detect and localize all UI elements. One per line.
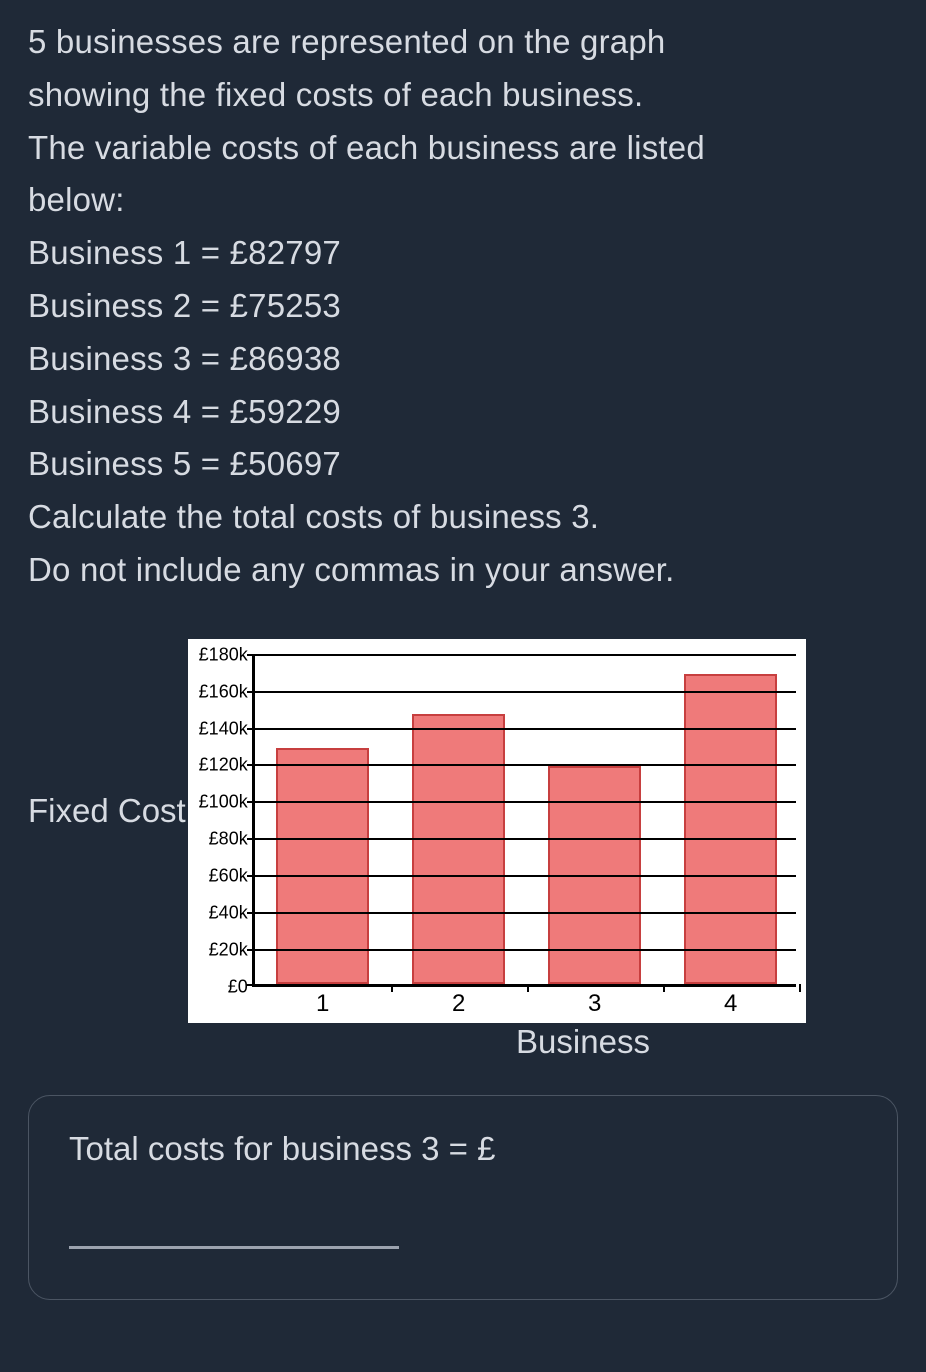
chart-gridline: [247, 728, 796, 730]
chart-gridline: [247, 654, 796, 656]
x-tick: [391, 984, 393, 992]
chart-gridline: [247, 912, 796, 914]
intro-line-1: 5 businesses are represented on the grap…: [28, 16, 898, 69]
answer-box: Total costs for business 3 = £: [28, 1095, 898, 1300]
fixed-cost-bar-chart: 1234 £180k£160k£140k£120k£100k£80k£60k£4…: [188, 639, 806, 1023]
x-tick-label: 2: [452, 990, 465, 1018]
calculate-line: Calculate the total costs of business 3.: [28, 491, 898, 544]
business-cost-line: Business 1 = £82797: [28, 227, 898, 280]
business-cost-line: Business 2 = £75253: [28, 280, 898, 333]
y-tick-label: £140k: [199, 718, 248, 739]
x-tick: [527, 984, 529, 992]
question-page: 5 businesses are represented on the grap…: [0, 0, 926, 1340]
y-tick-label: £80k: [209, 829, 248, 850]
y-tick-label: £20k: [209, 939, 248, 960]
y-tick-label: £0: [228, 976, 248, 997]
chart-bar: [412, 714, 504, 983]
y-tick-label: £160k: [199, 681, 248, 702]
y-tick-label: £60k: [209, 866, 248, 887]
chart-bars: [255, 655, 796, 984]
chart-gridline: [247, 764, 796, 766]
chart-gridline: [247, 801, 796, 803]
chart-gridline: [247, 838, 796, 840]
y-tick-label: £120k: [199, 755, 248, 776]
below-word: below:: [28, 174, 898, 227]
business-cost-line: Business 4 = £59229: [28, 386, 898, 439]
x-tick-label: 4: [724, 990, 737, 1018]
chart-plot-area: 1234: [252, 655, 796, 987]
question-text: 5 businesses are represented on the grap…: [28, 16, 898, 597]
chart-zero-tick: [247, 984, 255, 986]
y-tick-label: £40k: [209, 902, 248, 923]
intro-line-2: showing the fixed costs of each business…: [28, 69, 898, 122]
business-cost-line: Business 3 = £86938: [28, 333, 898, 386]
x-axis-title: Business: [274, 1023, 892, 1061]
business-cost-line: Business 5 = £50697: [28, 438, 898, 491]
x-tick: [799, 984, 801, 992]
x-tick: [663, 984, 665, 992]
x-tick-label: 3: [588, 990, 601, 1018]
x-tick-label: 1: [316, 990, 329, 1018]
chart-gridline: [247, 875, 796, 877]
y-tick-label: £180k: [199, 644, 248, 665]
chart-gridline: [247, 691, 796, 693]
chart-row: Fixed Cost 1234 £180k£160k£140k£120k£100…: [28, 639, 898, 1023]
y-axis-title: Fixed Cost: [28, 792, 186, 830]
note-line: Do not include any commas in your answer…: [28, 544, 898, 597]
chart-bar: [684, 674, 776, 984]
y-tick-label: £100k: [199, 792, 248, 813]
variable-costs-intro: The variable costs of each business are …: [28, 122, 898, 175]
answer-input-line[interactable]: [69, 1246, 399, 1249]
answer-label: Total costs for business 3 = £: [69, 1130, 857, 1168]
chart-gridline: [247, 949, 796, 951]
